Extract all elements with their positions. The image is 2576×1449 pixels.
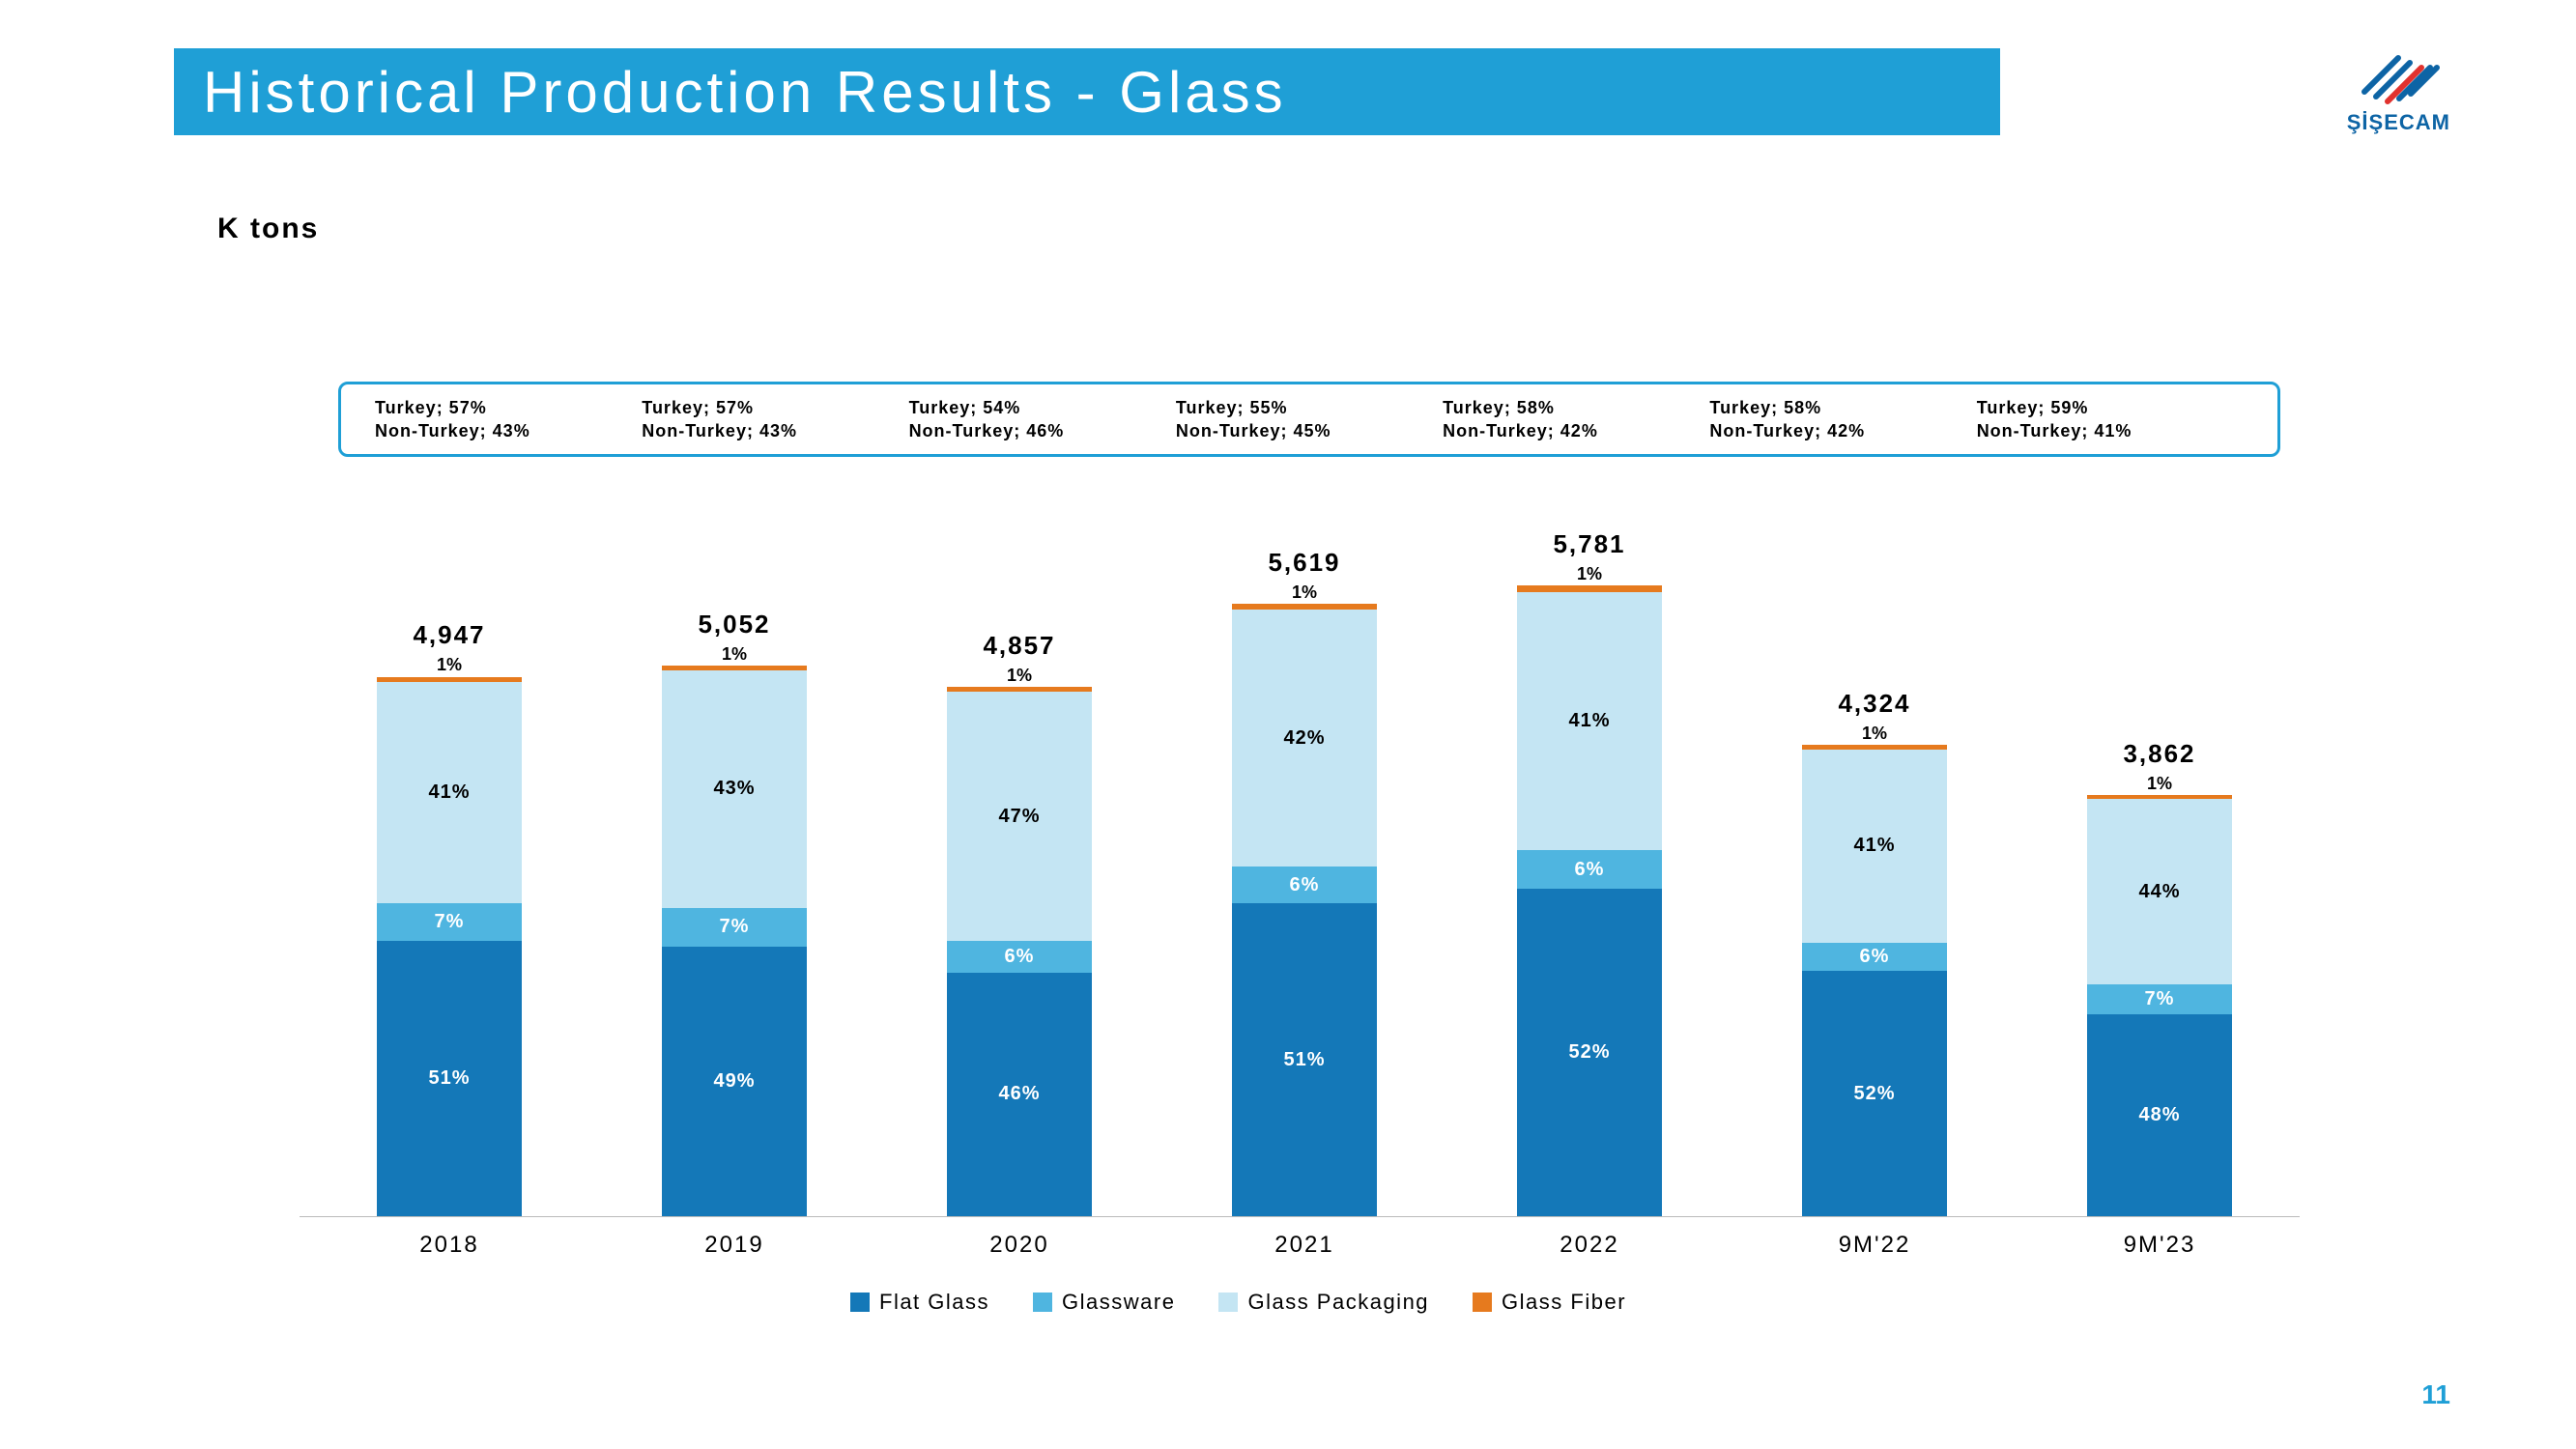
- fiber-pct-label: 1%: [1517, 564, 1662, 584]
- company-logo: ŞİŞECAM: [2347, 39, 2450, 135]
- geography-split-item: Turkey; 57% Non-Turkey; 43%: [642, 396, 908, 443]
- legend-label: Glass Fiber: [1502, 1290, 1626, 1315]
- geography-split-item: Turkey; 55% Non-Turkey; 45%: [1176, 396, 1443, 443]
- turkey-pct: Turkey; 59%: [1977, 398, 2089, 417]
- bar-segment-glass-packaging: 42%: [1232, 610, 1377, 867]
- bar-segment-glassware: 7%: [377, 903, 522, 941]
- bar-segment-glassware: 6%: [1517, 850, 1662, 888]
- geography-split-item: Turkey; 58% Non-Turkey; 42%: [1709, 396, 1976, 443]
- logo-text: ŞİŞECAM: [2347, 110, 2450, 135]
- turkey-pct: Turkey; 58%: [1709, 398, 1821, 417]
- bar-segment-flat-glass: 52%: [1517, 889, 1662, 1216]
- legend-swatch: [850, 1293, 870, 1312]
- bar-segment-flat-glass: 51%: [377, 941, 522, 1216]
- bar-segment-flat-glass: 48%: [2087, 1014, 2232, 1216]
- geography-split-item: Turkey; 59% Non-Turkey; 41%: [1977, 396, 2244, 443]
- turkey-pct: Turkey; 55%: [1176, 398, 1288, 417]
- non-turkey-pct: Non-Turkey; 42%: [1709, 421, 1865, 440]
- bar-segment-flat-glass: 52%: [1802, 971, 1947, 1216]
- legend-label: Glass Packaging: [1247, 1290, 1429, 1315]
- bar-segment-glassware: 6%: [947, 941, 1092, 973]
- bar-group: 51%7%41%1%4,947: [377, 676, 522, 1216]
- bar-total-label: 5,052: [657, 610, 812, 639]
- x-axis-label: 2022: [1503, 1232, 1676, 1259]
- bar-group: 48%7%44%1%3,862: [2087, 795, 2232, 1216]
- geography-split-box: Turkey; 57% Non-Turkey; 43% Turkey; 57% Non…: [338, 382, 2280, 457]
- fiber-pct-label: 1%: [1232, 582, 1377, 603]
- bar-total-label: 3,862: [2082, 739, 2237, 769]
- bar-group: 46%6%47%1%4,857: [947, 687, 1092, 1216]
- non-turkey-pct: Non-Turkey; 41%: [1977, 421, 2132, 440]
- legend-item-glassware: Glassware: [1033, 1290, 1175, 1315]
- bar-group: 52%6%41%1%5,781: [1517, 585, 1662, 1216]
- legend-swatch: [1033, 1293, 1052, 1312]
- legend-item-glass-packaging: Glass Packaging: [1218, 1290, 1429, 1315]
- logo-icon: [2355, 39, 2442, 106]
- bar-group: 52%6%41%1%4,324: [1802, 745, 1947, 1216]
- legend-label: Flat Glass: [879, 1290, 989, 1315]
- bar-segment-glass-packaging: 43%: [662, 670, 807, 907]
- bar-segment-flat-glass: 51%: [1232, 903, 1377, 1216]
- bar-segment-glassware: 6%: [1802, 943, 1947, 971]
- legend-item-flat-glass: Flat Glass: [850, 1290, 989, 1315]
- bar-segment-glass-packaging: 41%: [1517, 592, 1662, 851]
- non-turkey-pct: Non-Turkey; 43%: [375, 421, 530, 440]
- fiber-pct-label: 1%: [662, 644, 807, 665]
- page-number: 11: [2421, 1379, 2450, 1410]
- bar-total-label: 4,947: [372, 620, 527, 650]
- fiber-pct-label: 1%: [377, 655, 522, 675]
- bar-total-label: 5,619: [1227, 548, 1382, 578]
- bar-segment-flat-glass: 49%: [662, 947, 807, 1216]
- legend-swatch: [1473, 1293, 1492, 1312]
- legend-swatch: [1218, 1293, 1238, 1312]
- bar-total-label: 4,324: [1797, 689, 1952, 719]
- turkey-pct: Turkey; 54%: [909, 398, 1021, 417]
- x-axis-label: 9M'22: [1788, 1232, 1961, 1259]
- fiber-pct-label: 1%: [947, 666, 1092, 686]
- x-axis-labels: 2018 2019 2020 2021 2022 9M'22 9M'23: [300, 1232, 2300, 1270]
- non-turkey-pct: Non-Turkey; 45%: [1176, 421, 1331, 440]
- x-axis-label: 9M'23: [2073, 1232, 2247, 1259]
- non-turkey-pct: Non-Turkey; 43%: [642, 421, 797, 440]
- bar-segment-glass-packaging: 47%: [947, 692, 1092, 941]
- x-axis-label: 2018: [362, 1232, 536, 1259]
- non-turkey-pct: Non-Turkey; 42%: [1443, 421, 1598, 440]
- bar-group: 49%7%43%1%5,052: [662, 666, 807, 1216]
- x-axis-label: 2020: [932, 1232, 1106, 1259]
- y-axis-unit: K tons: [217, 213, 319, 245]
- chart-legend: Flat Glass Glassware Glass Packaging Glass …: [850, 1290, 1626, 1315]
- turkey-pct: Turkey; 57%: [375, 398, 487, 417]
- turkey-pct: Turkey; 58%: [1443, 398, 1555, 417]
- geography-split-item: Turkey; 54% Non-Turkey; 46%: [909, 396, 1176, 443]
- geography-split-item: Turkey; 58% Non-Turkey; 42%: [1443, 396, 1709, 443]
- bar-segment-glassware: 7%: [662, 908, 807, 947]
- non-turkey-pct: Non-Turkey; 46%: [909, 421, 1065, 440]
- fiber-pct-label: 1%: [2087, 774, 2232, 794]
- title-bar: Historical Production Results - Glass: [174, 48, 2000, 135]
- bar-total-label: 5,781: [1512, 529, 1667, 559]
- bar-total-label: 4,857: [942, 631, 1097, 661]
- fiber-pct-label: 1%: [1802, 724, 1947, 744]
- turkey-pct: Turkey; 57%: [642, 398, 754, 417]
- x-axis-label: 2019: [647, 1232, 821, 1259]
- geography-split-item: Turkey; 57% Non-Turkey; 43%: [375, 396, 642, 443]
- bar-segment-flat-glass: 46%: [947, 973, 1092, 1216]
- bar-segment-glass-packaging: 41%: [1802, 750, 1947, 943]
- bar-segment-glassware: 7%: [2087, 984, 2232, 1014]
- stacked-bar-chart: 51%7%41%1%4,94749%7%43%1%5,05246%6%47%1%…: [300, 541, 2300, 1217]
- bar-segment-glass-packaging: 41%: [377, 682, 522, 903]
- bar-segment-glassware: 6%: [1232, 867, 1377, 903]
- bar-group: 51%6%42%1%5,619: [1232, 604, 1377, 1216]
- legend-label: Glassware: [1062, 1290, 1175, 1315]
- page-title: Historical Production Results - Glass: [203, 59, 1287, 126]
- x-axis-label: 2021: [1217, 1232, 1391, 1259]
- bar-segment-glass-packaging: 44%: [2087, 799, 2232, 984]
- legend-item-glass-fiber: Glass Fiber: [1473, 1290, 1626, 1315]
